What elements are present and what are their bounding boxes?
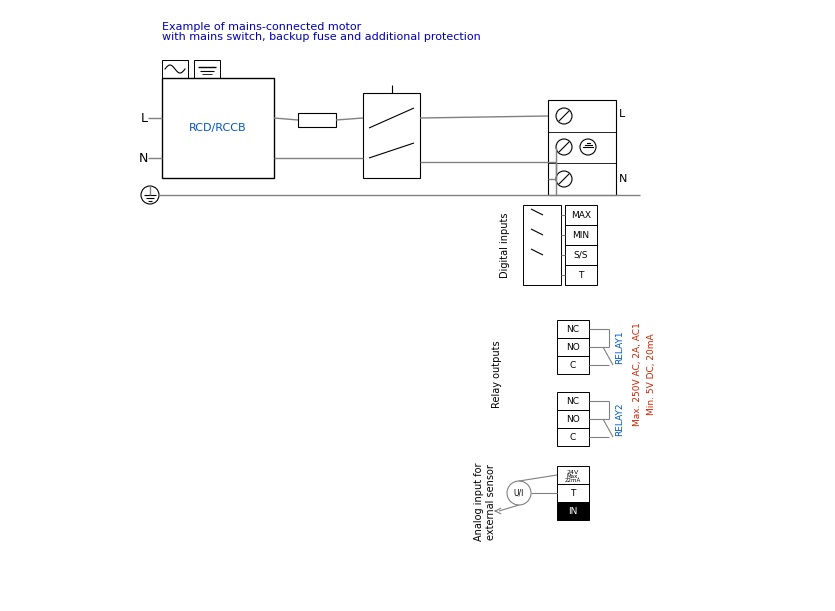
Text: with mains switch, backup fuse and additional protection: with mains switch, backup fuse and addit…: [162, 32, 481, 42]
Text: Min. 5V DC, 20mA: Min. 5V DC, 20mA: [647, 333, 656, 415]
Bar: [557, 466, 589, 484]
Bar: [557, 410, 589, 428]
Text: Max.: Max.: [566, 474, 579, 478]
Text: NO: NO: [566, 414, 579, 423]
Text: U/I: U/I: [514, 489, 524, 497]
Text: NC: NC: [566, 324, 579, 334]
Text: T: T: [579, 271, 584, 279]
Text: L: L: [141, 111, 148, 125]
Text: C: C: [569, 360, 576, 370]
Bar: [565, 265, 597, 285]
Text: RCD/RCCB: RCD/RCCB: [190, 123, 247, 133]
Text: Digital inputs: Digital inputs: [500, 212, 510, 278]
Bar: [557, 428, 589, 446]
Text: N: N: [139, 152, 148, 164]
Bar: [557, 502, 589, 520]
Text: RELAY1: RELAY1: [615, 330, 624, 364]
Text: C: C: [569, 433, 576, 442]
Bar: [298, 113, 336, 127]
Text: Analog input for
external sensor: Analog input for external sensor: [474, 463, 496, 541]
Bar: [162, 60, 188, 78]
Text: L: L: [619, 109, 625, 119]
Bar: [557, 320, 589, 338]
Text: Max. 250V AC, 2A, AC1: Max. 250V AC, 2A, AC1: [633, 322, 642, 426]
Text: NO: NO: [566, 343, 579, 351]
Text: Example of mains-connected motor: Example of mains-connected motor: [162, 22, 362, 32]
Bar: [557, 484, 589, 502]
Text: S/S: S/S: [574, 251, 588, 260]
Bar: [565, 245, 597, 265]
Text: 24V: 24V: [567, 469, 579, 475]
Bar: [557, 338, 589, 356]
Text: T: T: [570, 489, 575, 497]
Bar: [565, 205, 597, 225]
Text: MIN: MIN: [573, 230, 590, 240]
Text: 22mA: 22mA: [564, 478, 581, 483]
Bar: [162, 78, 274, 178]
Bar: [557, 392, 589, 410]
Text: IN: IN: [569, 507, 578, 516]
Text: N: N: [619, 174, 627, 184]
Bar: [523, 205, 561, 285]
Bar: [363, 93, 420, 178]
Bar: [548, 100, 616, 195]
Text: MAX: MAX: [571, 211, 591, 219]
Text: RELAY2: RELAY2: [615, 402, 624, 436]
Text: NC: NC: [566, 397, 579, 406]
Bar: [194, 60, 220, 78]
Text: Relay outputs: Relay outputs: [492, 340, 502, 408]
Bar: [557, 356, 589, 374]
Bar: [565, 225, 597, 245]
